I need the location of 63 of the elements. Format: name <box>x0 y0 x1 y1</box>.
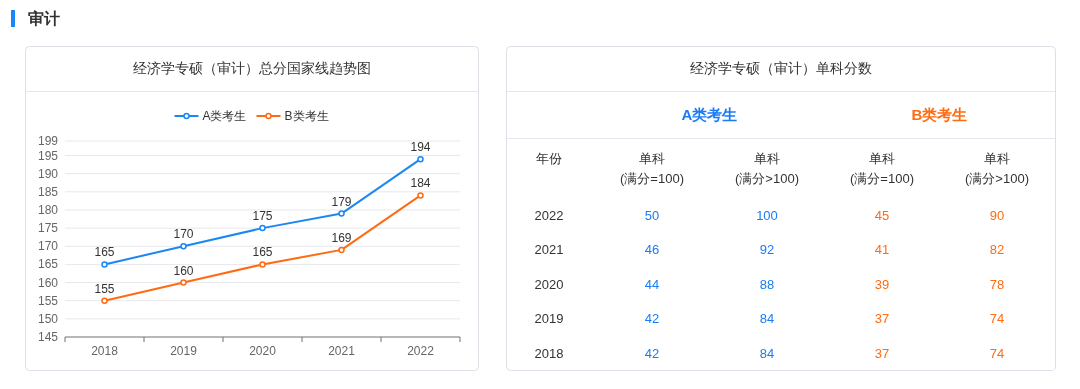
data-label: 184 <box>410 176 431 191</box>
data-label: 88 <box>759 276 775 292</box>
y-tick-label: 2020 <box>534 276 564 292</box>
text: A类考生 <box>681 105 738 123</box>
data-label: 165 <box>252 245 273 260</box>
x-tick-label: 单科 (满分>100) <box>735 150 799 186</box>
data-label: 50 <box>644 207 660 223</box>
data-label: 90 <box>989 207 1005 223</box>
legend-label: A类考生 <box>202 109 247 123</box>
y-tick-label: 195 <box>37 148 59 163</box>
y-tick-label: 165 <box>37 257 59 272</box>
data-label: 179 <box>331 194 352 209</box>
y-tick-label: 180 <box>37 202 59 217</box>
x-tick-label: 2020 <box>249 344 277 358</box>
x-tick-label: 2022 <box>407 344 435 358</box>
y-tick-label: 185 <box>37 184 59 199</box>
y-tick-label: 199 <box>37 134 59 148</box>
data-label: 46 <box>644 242 660 257</box>
x-tick-label: 单科 (满分>100) <box>965 150 1029 186</box>
data-label: 74 <box>989 345 1005 361</box>
data-label: 37 <box>874 311 890 326</box>
data-label: 155 <box>94 281 115 296</box>
data-label: 84 <box>759 345 775 361</box>
y-tick-label: 145 <box>37 330 59 344</box>
data-label: 42 <box>644 345 660 361</box>
y-tick-label: 160 <box>37 275 59 290</box>
data-label: 170 <box>173 227 194 242</box>
data-label: 165 <box>94 245 115 260</box>
x-tick-label: 单科 (满分=100) <box>620 150 684 186</box>
data-label: 194 <box>410 140 431 155</box>
data-label: 44 <box>644 276 660 292</box>
data-label: 74 <box>989 311 1005 326</box>
chart-title: 经济学专硕（审计）总分国家线趋势图 <box>132 60 371 76</box>
data-label: 41 <box>874 242 890 257</box>
y-tick-label: 2021 <box>534 242 564 257</box>
x-tick-label: 单科 (满分=100) <box>850 150 914 186</box>
data-label: 78 <box>989 276 1005 292</box>
text: B类考生 <box>911 105 968 123</box>
data-label: 39 <box>874 276 890 292</box>
y-tick-label: 175 <box>37 221 59 236</box>
text: 审计 <box>28 8 60 27</box>
text: 年份 <box>536 150 562 166</box>
y-tick-label: 2022 <box>534 207 564 223</box>
data-label: 45 <box>874 207 890 223</box>
x-tick-label: 2019 <box>170 344 198 358</box>
x-tick-label: 2018 <box>91 344 119 358</box>
data-label: 37 <box>874 345 890 361</box>
data-label: 169 <box>331 230 352 245</box>
y-tick-label: 155 <box>37 293 59 308</box>
data-label: 175 <box>252 209 273 224</box>
y-tick-label: 170 <box>37 239 59 254</box>
data-label: 100 <box>756 207 778 223</box>
y-tick-label: 190 <box>37 166 59 181</box>
y-tick-label: 2019 <box>534 311 564 326</box>
y-tick-label: 150 <box>37 311 59 326</box>
chart-title: 经济学专硕（审计）单科分数 <box>689 60 872 76</box>
data-label: 84 <box>759 311 775 326</box>
data-label: 82 <box>989 242 1005 257</box>
data-label: 42 <box>644 311 660 326</box>
x-tick-label: 2021 <box>328 344 356 358</box>
data-label: 160 <box>173 263 194 278</box>
legend-label: B类考生 <box>284 109 329 123</box>
data-label: 92 <box>759 242 775 257</box>
